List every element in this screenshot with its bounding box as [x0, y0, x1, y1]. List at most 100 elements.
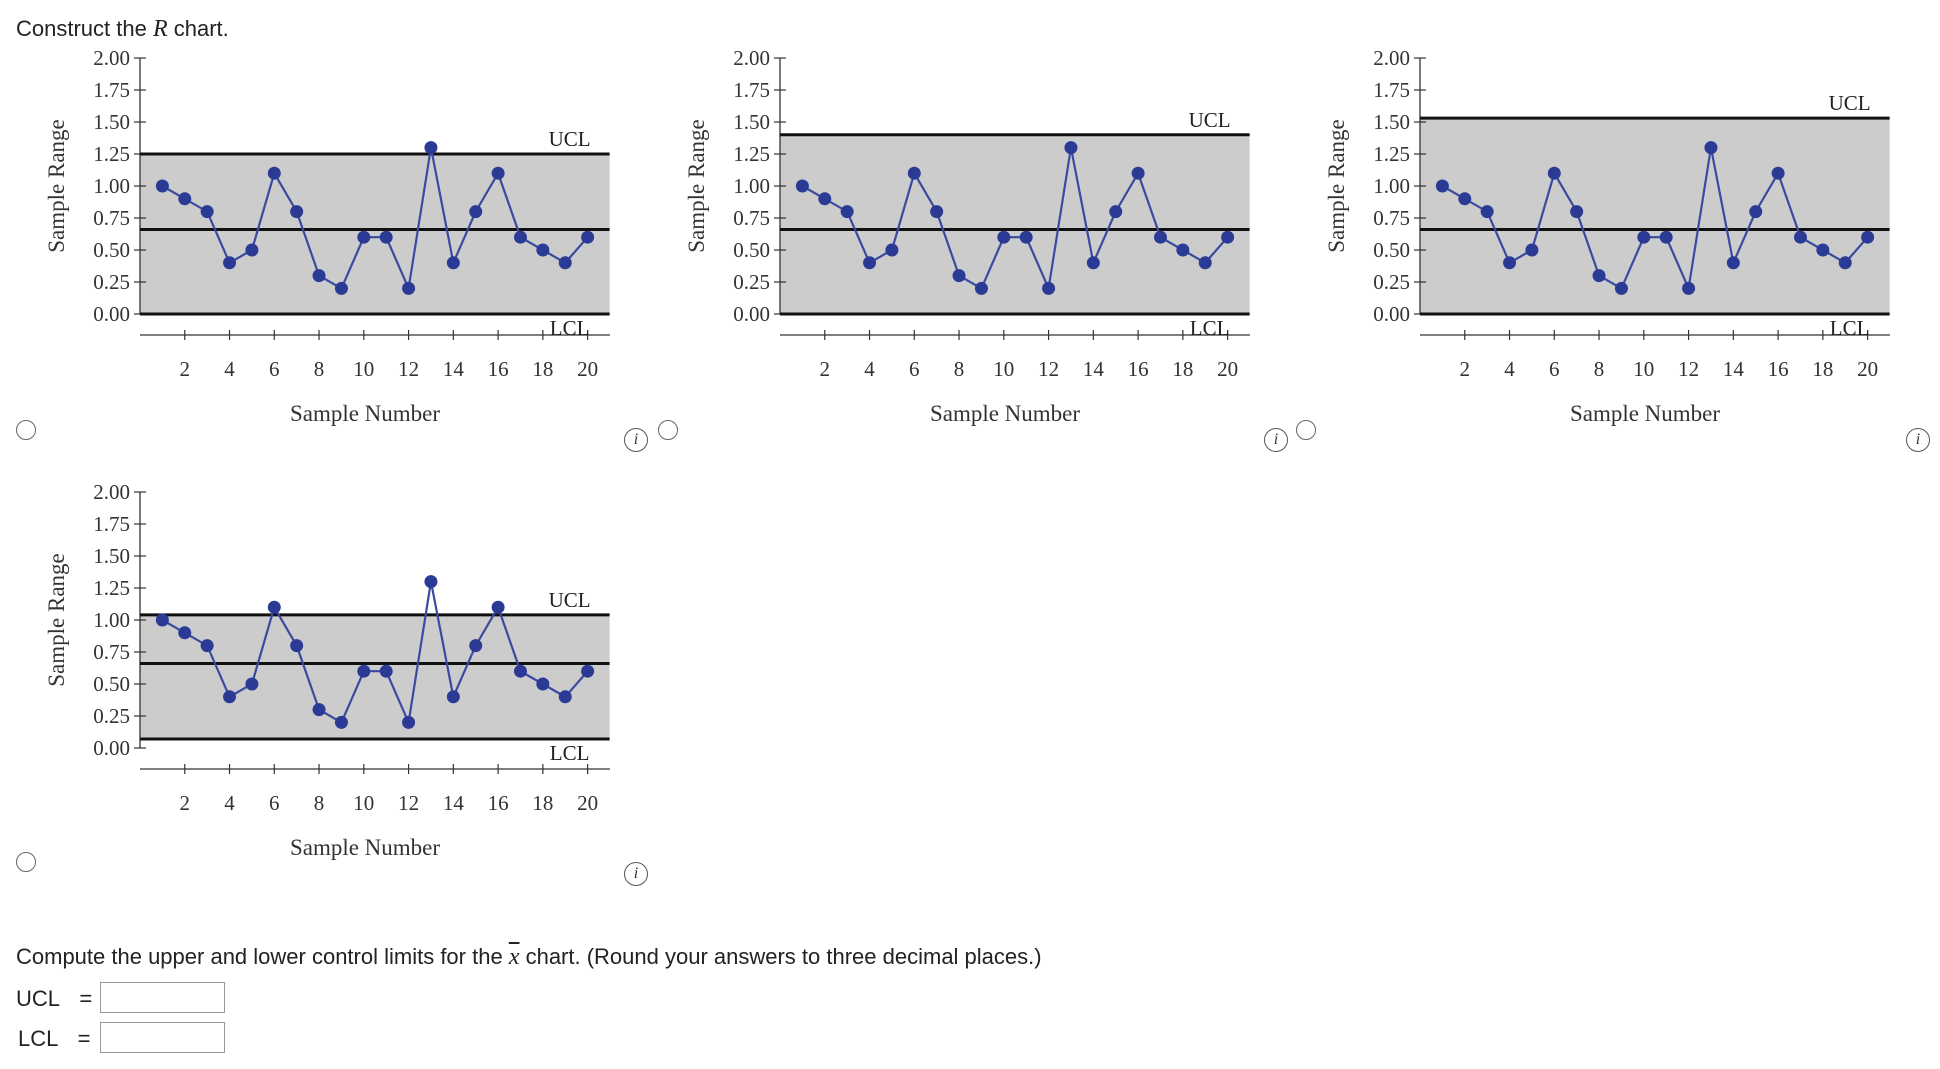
ucl-input[interactable]: [100, 982, 225, 1013]
x-tick-label: 16: [488, 791, 509, 815]
y-tick-label: 1.50: [93, 544, 130, 568]
y-tick-label: 0.75: [93, 640, 130, 664]
data-point: [952, 269, 966, 283]
x-tick-label: 2: [180, 357, 191, 381]
data-point: [1816, 243, 1830, 257]
chart-svg: 0.00 0.25 0.50 0.75 1.00 1.25 1.50 1.75 2.00 2 4 6 8…: [1324, 46, 1890, 426]
y-tick-label: 2.00: [733, 46, 770, 70]
data-point: [1480, 205, 1494, 219]
data-point: [558, 256, 572, 270]
r-chart-option-4: 0.00 0.25 0.50 0.75 1.00 1.25 1.50 1.75 2.00 2 4 6 8…: [40, 480, 630, 879]
ucl-label: UCL: [1189, 108, 1231, 132]
xbar-question-text: Compute the upper and lower control limi…: [16, 944, 509, 969]
lcl-label-text: LCL: [18, 1026, 58, 1051]
data-point: [379, 664, 393, 678]
y-tick-label: 1.25: [93, 142, 130, 166]
y-axis-label: Sample Range: [1324, 119, 1349, 253]
data-point: [1614, 281, 1628, 295]
data-point: [155, 179, 169, 193]
x-tick-label: 10: [1633, 357, 1654, 381]
data-point: [446, 690, 460, 704]
x-tick-label: 10: [353, 357, 374, 381]
data-point: [334, 715, 348, 729]
x-tick-label: 8: [1594, 357, 1605, 381]
data-point: [536, 243, 550, 257]
data-point: [536, 677, 550, 691]
x-tick-label: 14: [443, 791, 465, 815]
y-tick-label: 0.00: [93, 302, 130, 326]
xbar-question-text-end: chart. (Round your answers to three deci…: [519, 944, 1042, 969]
x-tick-label: 20: [1217, 357, 1238, 381]
x-tick-label: 20: [577, 357, 598, 381]
y-tick-label: 1.50: [733, 110, 770, 134]
x-tick-label: 4: [224, 791, 235, 815]
y-tick-label: 2.00: [1373, 46, 1410, 70]
data-point: [581, 230, 595, 244]
x-tick-label: 14: [1083, 357, 1105, 381]
y-tick-label: 0.75: [93, 206, 130, 230]
x-tick-label: 14: [1723, 357, 1745, 381]
y-tick-label: 1.00: [93, 608, 130, 632]
data-point: [267, 600, 281, 614]
data-point: [1042, 281, 1056, 295]
x-tick-label: 10: [353, 791, 374, 815]
data-point: [1131, 166, 1145, 180]
data-point: [469, 639, 483, 653]
y-tick-label: 0.50: [93, 672, 130, 696]
r-chart-option-3: 0.00 0.25 0.50 0.75 1.00 1.25 1.50 1.75 2.00 2 4 6 8…: [1320, 46, 1910, 445]
option-radio-3[interactable]: [1296, 420, 1316, 440]
y-tick-label: 1.50: [1373, 110, 1410, 134]
data-point: [1659, 230, 1673, 244]
info-icon-option-3[interactable]: i: [1906, 428, 1930, 452]
data-point: [1503, 256, 1517, 270]
x-tick-label: 20: [577, 791, 598, 815]
chart-svg: 0.00 0.25 0.50 0.75 1.00 1.25 1.50 1.75 2.00 2 4 6 8…: [44, 480, 610, 860]
y-axis-label: Sample Range: [44, 119, 69, 253]
y-axis-label: Sample Range: [684, 119, 709, 253]
x-axis-label: Sample Number: [1570, 401, 1720, 426]
option-radio-4[interactable]: [16, 852, 36, 872]
data-point: [290, 205, 304, 219]
data-point: [1637, 230, 1651, 244]
data-point: [974, 281, 988, 295]
info-icon-option-4[interactable]: i: [624, 862, 648, 886]
control-band: [140, 614, 610, 740]
data-point: [513, 230, 527, 244]
data-point: [312, 269, 326, 283]
data-point: [1198, 256, 1212, 270]
control-band: [1420, 118, 1890, 314]
prompt-r-symbol: R: [152, 16, 168, 42]
info-icon-option-2[interactable]: i: [1264, 428, 1288, 452]
y-tick-label: 0.50: [93, 238, 130, 262]
y-tick-label: 1.25: [733, 142, 770, 166]
x-tick-label: 20: [1857, 357, 1878, 381]
data-point: [200, 639, 214, 653]
data-point: [245, 243, 259, 257]
ucl-answer-label: UCL =: [16, 986, 92, 1012]
y-tick-label: 0.00: [733, 302, 770, 326]
data-point: [178, 626, 192, 640]
option-radio-2[interactable]: [658, 420, 678, 440]
data-point: [357, 230, 371, 244]
data-point: [267, 166, 281, 180]
data-point: [907, 166, 921, 180]
x-tick-label: 8: [314, 357, 325, 381]
y-tick-label: 1.75: [1373, 78, 1410, 102]
data-point: [818, 192, 832, 206]
data-point: [1726, 256, 1740, 270]
y-tick-label: 1.75: [93, 78, 130, 102]
control-band: [140, 154, 610, 314]
data-point: [1547, 166, 1561, 180]
lcl-input[interactable]: [100, 1022, 225, 1053]
y-tick-label: 1.25: [93, 576, 130, 600]
data-point: [885, 243, 899, 257]
data-point: [424, 575, 438, 589]
y-tick-label: 0.25: [93, 270, 130, 294]
data-point: [245, 677, 259, 691]
ucl-label: UCL: [1829, 91, 1871, 115]
info-icon-option-1[interactable]: i: [624, 428, 648, 452]
data-point: [1838, 256, 1852, 270]
data-point: [334, 281, 348, 295]
ucl-label: UCL: [549, 127, 591, 151]
option-radio-1[interactable]: [16, 420, 36, 440]
